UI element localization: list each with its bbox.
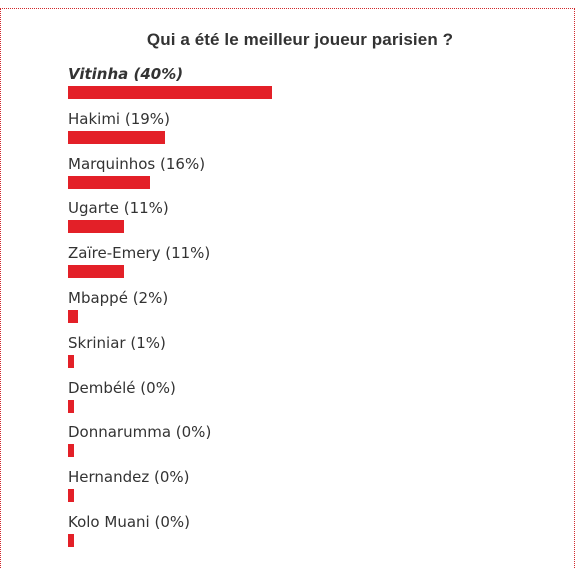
poll-option-kolo-muani[interactable]: Kolo Muani (0%) [68,511,548,556]
poll-option-vitinha[interactable]: Vitinha (40%) [68,63,548,108]
poll-option-label: Dembélé (0%) [68,378,176,397]
poll-option-label: Hakimi (19%) [68,109,170,128]
poll-option-label: Skriniar (1%) [68,333,166,352]
poll-result-bar [68,86,272,99]
poll-option-donnarumma[interactable]: Donnarumma (0%) [68,421,548,466]
poll-option-zaire-emery[interactable]: Zaïre-Emery (11%) [68,242,548,287]
poll-option-label: Ugarte (11%) [68,199,169,218]
poll-option-label: Marquinhos (16%) [68,154,206,173]
poll-option-label: Donnarumma (0%) [68,423,212,442]
poll-option-label: Mbappé (2%) [68,288,169,307]
poll-frame [0,8,575,568]
poll-option-hernandez[interactable]: Hernandez (0%) [68,466,548,511]
poll-result-bar [68,354,74,368]
poll-option-mbappe[interactable]: Mbappé (2%) [68,287,548,332]
poll-option-label: Vitinha (40%) [68,65,184,83]
poll-option-dembele[interactable]: Dembélé (0%) [68,377,548,422]
poll-result-bar [68,130,165,144]
poll-option-label: Zaïre-Emery (11%) [68,244,211,263]
poll-result-bar [68,220,124,234]
poll-option-hakimi[interactable]: Hakimi (19%) [68,108,548,153]
poll-result-bar [68,533,74,547]
poll-results: Vitinha (40%) Hakimi (19%) Marquinhos (1… [68,63,548,556]
poll-result-bar [68,489,74,503]
poll-result-bar [68,265,124,279]
poll-option-skriniar[interactable]: Skriniar (1%) [68,332,548,377]
poll-option-ugarte[interactable]: Ugarte (11%) [68,197,548,242]
poll-option-marquinhos[interactable]: Marquinhos (16%) [68,153,548,198]
poll-option-label: Hernandez (0%) [68,468,190,487]
poll-result-bar [68,309,78,323]
poll-result-bar [68,175,150,189]
poll-result-bar [68,399,74,413]
poll-option-label: Kolo Muani (0%) [68,512,190,531]
poll-result-bar [68,444,74,458]
poll-title: Qui a été le meilleur joueur parisien ? [146,30,454,49]
